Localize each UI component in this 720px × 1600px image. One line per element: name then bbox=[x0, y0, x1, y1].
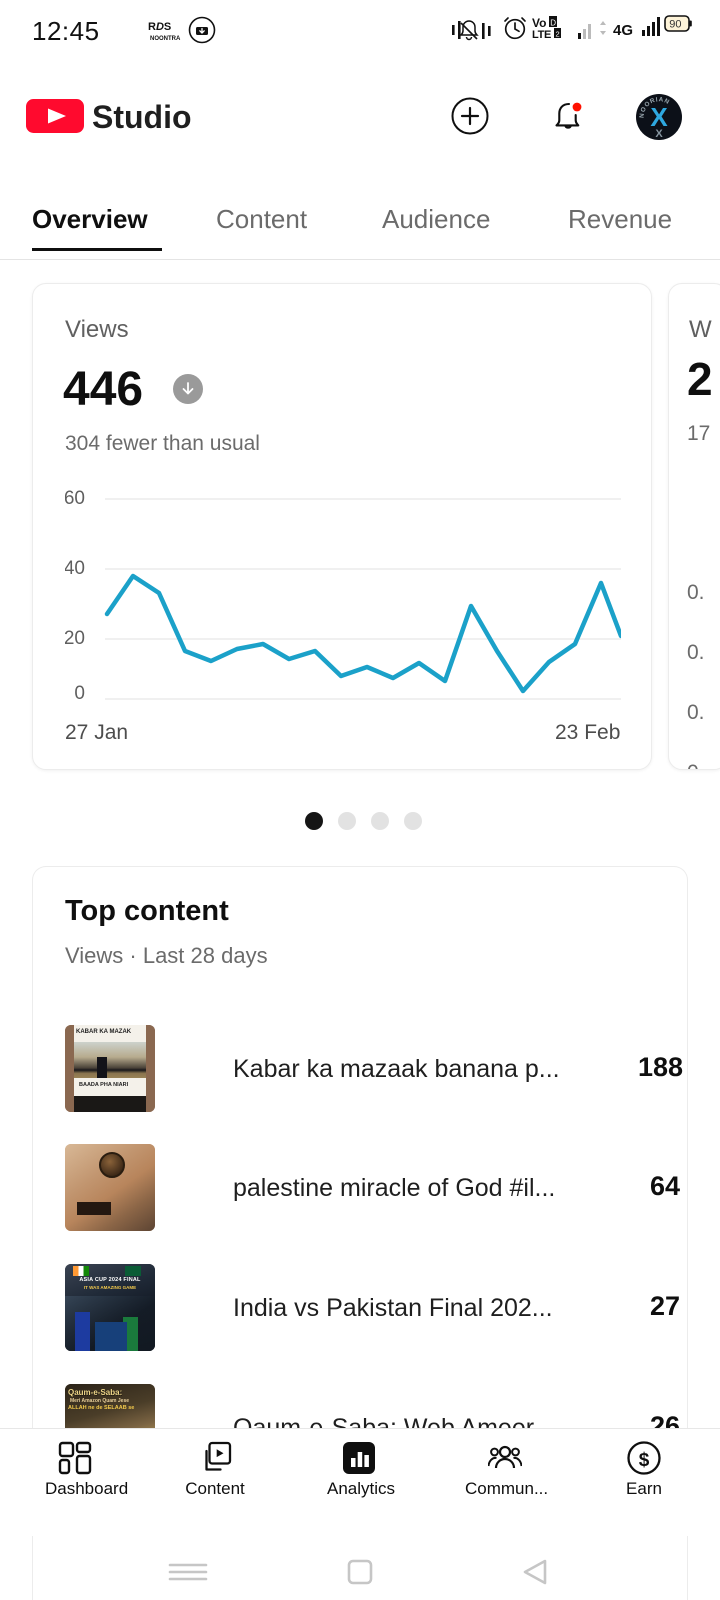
svg-text:$: $ bbox=[639, 1450, 650, 1471]
svg-text:LTE: LTE bbox=[532, 29, 551, 41]
svg-text:40: 40 bbox=[65, 558, 85, 579]
svg-text:4G: 4G bbox=[613, 22, 633, 39]
svg-text:0: 0 bbox=[74, 683, 85, 704]
svg-text:2: 2 bbox=[556, 30, 560, 39]
svg-text:RDS: RDS bbox=[148, 21, 171, 33]
svg-text:60: 60 bbox=[65, 488, 85, 509]
svg-text:20: 20 bbox=[65, 628, 85, 649]
svg-text:90: 90 bbox=[669, 19, 681, 31]
svg-text:D: D bbox=[550, 19, 556, 28]
svg-text:NOONTRA: NOONTRA bbox=[150, 36, 181, 42]
svg-text:X: X bbox=[655, 128, 663, 140]
svg-text:Vo: Vo bbox=[532, 16, 546, 30]
